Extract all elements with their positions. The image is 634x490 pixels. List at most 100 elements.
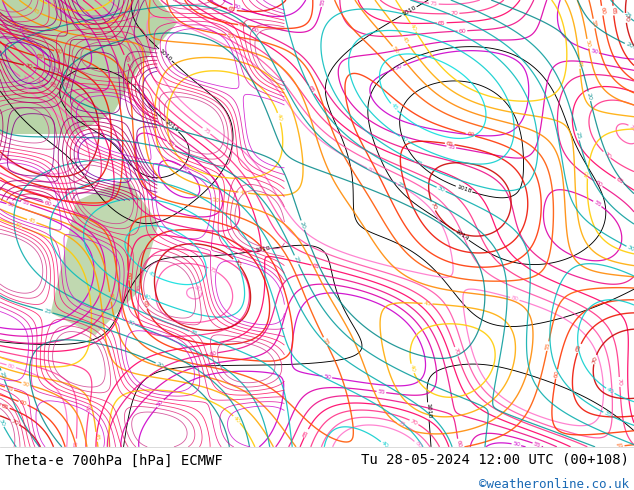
Text: 1014: 1014 <box>164 119 179 133</box>
Text: 20: 20 <box>299 220 306 230</box>
Text: 55: 55 <box>21 199 30 207</box>
Text: 45: 45 <box>577 60 583 68</box>
Text: 25: 25 <box>292 255 301 265</box>
Text: 70: 70 <box>592 355 598 364</box>
Text: 70: 70 <box>10 418 20 426</box>
Text: 55: 55 <box>616 443 624 449</box>
Text: 50: 50 <box>323 374 332 380</box>
Text: 70: 70 <box>232 258 242 267</box>
Text: 50: 50 <box>585 39 591 48</box>
Text: 60: 60 <box>55 49 63 55</box>
Text: Tu 28-05-2024 12:00 UTC (00+108): Tu 28-05-2024 12:00 UTC (00+108) <box>361 453 629 467</box>
Text: 70: 70 <box>602 150 612 159</box>
Text: 50: 50 <box>394 63 403 71</box>
Text: 80: 80 <box>7 363 16 370</box>
Text: 1014: 1014 <box>454 229 469 242</box>
Text: 50: 50 <box>233 3 242 10</box>
Text: 40: 40 <box>380 441 389 449</box>
Text: 50: 50 <box>391 46 400 55</box>
Text: 60: 60 <box>466 131 475 138</box>
Text: 40: 40 <box>232 415 242 424</box>
Text: 55: 55 <box>226 33 235 39</box>
Text: 65: 65 <box>1 403 10 410</box>
Text: 65: 65 <box>35 53 44 61</box>
Text: 60: 60 <box>594 179 603 188</box>
Text: 50: 50 <box>107 293 113 301</box>
Text: 75: 75 <box>208 266 217 274</box>
Text: ©weatheronline.co.uk: ©weatheronline.co.uk <box>479 478 629 490</box>
Text: 20: 20 <box>624 42 634 49</box>
Text: 40: 40 <box>409 23 417 32</box>
Text: 30: 30 <box>626 245 634 253</box>
Text: 40: 40 <box>276 113 283 122</box>
Text: 55: 55 <box>447 144 455 150</box>
Text: 45: 45 <box>27 218 36 225</box>
Text: 55: 55 <box>5 385 14 392</box>
Text: 65: 65 <box>576 344 583 353</box>
Text: 25: 25 <box>43 308 52 315</box>
Text: 1010: 1010 <box>425 403 432 419</box>
Text: Theta-e 700hPa [hPa] ECMWF: Theta-e 700hPa [hPa] ECMWF <box>5 454 223 467</box>
Text: 1010: 1010 <box>401 5 417 17</box>
Text: 25: 25 <box>574 131 581 140</box>
Text: 70: 70 <box>450 11 458 16</box>
Text: 75: 75 <box>628 123 634 133</box>
Text: 55: 55 <box>593 199 602 208</box>
Text: 65: 65 <box>438 20 446 25</box>
Text: 60: 60 <box>44 200 53 207</box>
Text: 55: 55 <box>377 389 385 395</box>
Text: 65: 65 <box>615 177 624 185</box>
Text: 45: 45 <box>389 102 399 112</box>
Text: 1010: 1010 <box>255 246 271 253</box>
Text: 30: 30 <box>126 319 135 326</box>
Text: 70: 70 <box>34 78 42 86</box>
Polygon shape <box>0 0 178 134</box>
Text: 40: 40 <box>399 135 409 143</box>
Text: 60: 60 <box>126 271 131 280</box>
Text: 65: 65 <box>302 429 310 438</box>
Text: 60: 60 <box>455 440 462 448</box>
Text: 40: 40 <box>605 387 615 395</box>
Text: 65: 65 <box>141 300 149 309</box>
Text: 70: 70 <box>410 418 418 426</box>
Text: 65: 65 <box>122 55 130 64</box>
Text: 75: 75 <box>202 127 211 135</box>
Text: 65: 65 <box>446 141 454 147</box>
Text: 60: 60 <box>250 26 260 34</box>
Text: 50: 50 <box>180 164 189 172</box>
Text: 75: 75 <box>430 1 438 6</box>
Text: 35: 35 <box>414 160 424 168</box>
Text: 70: 70 <box>453 347 460 356</box>
Text: 60: 60 <box>209 350 217 357</box>
Text: 55: 55 <box>591 19 597 28</box>
Text: 70: 70 <box>617 378 623 386</box>
Text: 60: 60 <box>239 23 247 28</box>
Text: 60: 60 <box>458 28 467 34</box>
Text: 75: 75 <box>20 75 29 84</box>
Text: 45: 45 <box>32 7 41 15</box>
Text: 75: 75 <box>397 421 406 428</box>
Text: 60: 60 <box>62 82 72 91</box>
Text: 50: 50 <box>512 441 521 448</box>
Text: 50: 50 <box>15 25 23 34</box>
Text: 55: 55 <box>319 0 326 6</box>
Text: 30: 30 <box>0 418 6 427</box>
Text: 70: 70 <box>86 403 93 412</box>
Polygon shape <box>51 179 158 335</box>
Text: 25: 25 <box>0 370 6 380</box>
Text: 80: 80 <box>510 295 519 302</box>
Text: 1018: 1018 <box>456 184 472 194</box>
Text: 55: 55 <box>545 342 551 350</box>
Text: 25: 25 <box>623 11 631 20</box>
Text: 80: 80 <box>193 285 203 293</box>
Text: 80: 80 <box>413 441 422 449</box>
Text: 50: 50 <box>156 399 165 408</box>
Text: 45: 45 <box>239 190 247 196</box>
Text: 45: 45 <box>424 301 432 306</box>
Text: 1010: 1010 <box>158 48 173 62</box>
Text: 35: 35 <box>190 329 198 337</box>
Text: 75: 75 <box>74 440 79 447</box>
Text: 70: 70 <box>136 284 143 292</box>
Text: 60: 60 <box>553 370 560 378</box>
Text: 30: 30 <box>436 185 446 193</box>
